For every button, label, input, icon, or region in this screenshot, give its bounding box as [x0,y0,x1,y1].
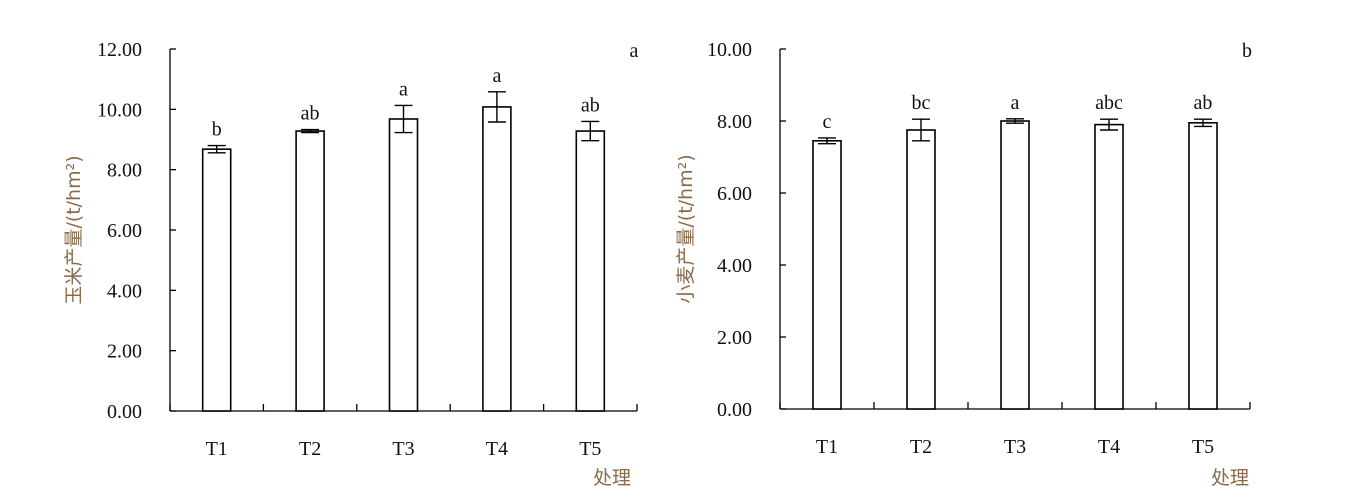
y-tick-label: 12.00 [97,39,142,61]
y-tick-label: 8.00 [107,160,142,182]
x-tick-label-T4: T4 [1098,436,1120,458]
significance-label-T5: ab [1194,92,1213,114]
bar-T3 [388,118,419,412]
significance-label-T2: bc [912,92,931,114]
x-tick-label-T3: T3 [1004,436,1026,458]
chart-panel-b: 0.00 2.00 4.00 6.00 8.00 10.00 c T1 bc T2 a T3 abc T4… [675,39,1252,489]
y-axis-title: 小麦产量/(t/hm²) [675,154,697,303]
significance-label-T1: b [212,119,222,141]
x-tick-label-T3: T3 [392,438,414,460]
panel-label: a [630,40,639,62]
bar-T3 [1000,120,1030,410]
x-tick-label-T5: T5 [1192,436,1214,458]
y-tick-label: 6.00 [107,220,142,242]
y-tick-label: 4.00 [107,280,142,302]
bar-T2 [906,129,936,410]
x-tick-label-T4: T4 [486,438,508,460]
panel-label: b [1242,40,1252,62]
significance-label-T5: ab [581,94,600,116]
y-tick-label: 10.00 [707,39,752,61]
significance-label-T1: c [823,111,832,133]
x-tick-label-T2: T2 [910,436,932,458]
x-tick-label-T1: T1 [816,436,838,458]
significance-label-T2: ab [301,103,320,125]
significance-label-T3: a [1011,92,1020,114]
y-tick-label: 0.00 [107,401,142,423]
x-axis-title: 处理 [1211,467,1249,489]
significance-label-T4: a [492,65,501,87]
bar-T4 [482,106,512,412]
significance-label-T4: abc [1095,92,1123,114]
chart-panel-a: 0.00 2.00 4.00 6.00 8.00 10.00 12.00 b T1 ab T2 a T3… [63,39,639,489]
bar-T2 [295,130,325,412]
y-tick-label: 6.00 [717,183,752,205]
bar-T4 [1094,123,1124,410]
y-tick-label: 2.00 [107,341,142,363]
x-tick-label-T1: T1 [206,438,228,460]
bar-T1 [812,140,842,410]
y-tick-label: 10.00 [97,99,142,121]
y-tick-label: 0.00 [717,399,752,421]
bar-T5 [575,130,606,412]
x-axis-title: 处理 [593,467,631,489]
bar-T1 [201,148,232,412]
y-tick-label: 2.00 [717,327,752,349]
significance-label-T3: a [399,78,408,100]
x-tick-label-T2: T2 [299,438,321,460]
y-axis-title: 玉米产量/(t/hm²) [63,155,85,304]
bar-T5 [1188,122,1218,410]
y-tick-label: 4.00 [717,255,752,277]
x-tick-label-T5: T5 [579,438,601,460]
y-tick-label: 8.00 [717,111,752,133]
